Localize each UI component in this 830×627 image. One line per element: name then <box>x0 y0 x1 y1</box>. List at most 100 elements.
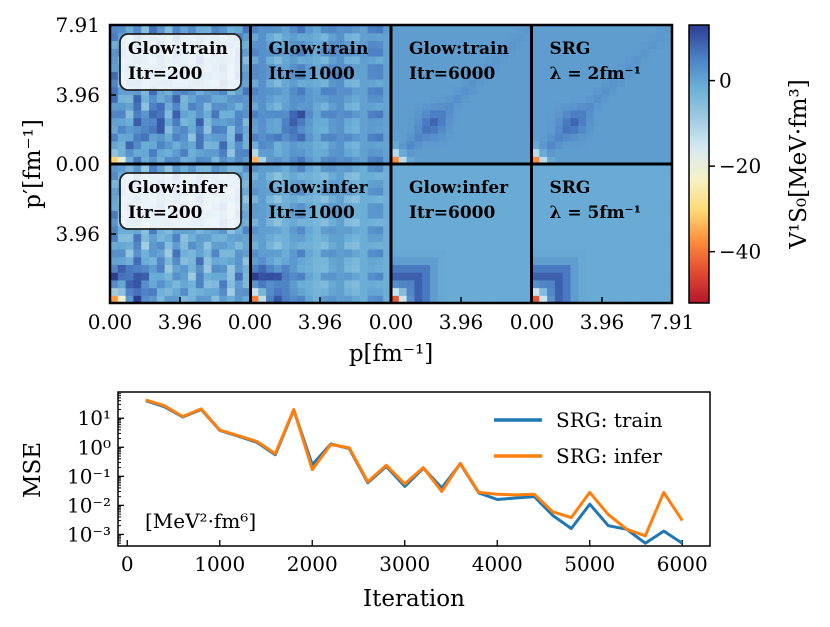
heatmap-cell <box>180 133 189 142</box>
heatmap-cell <box>648 102 657 111</box>
heatmap-cell <box>281 156 291 165</box>
heatmap-cell <box>234 94 244 103</box>
heatmap-cell <box>484 295 494 304</box>
heatmap-cell <box>141 156 150 165</box>
heatmap-cell <box>476 25 486 34</box>
heatmap-cell <box>375 264 384 273</box>
heatmap-cell <box>320 295 330 304</box>
heatmap-cell <box>625 102 634 111</box>
heatmap-cell <box>266 156 275 165</box>
heatmap-cell <box>383 32 392 42</box>
heatmap-cell <box>476 86 486 96</box>
heatmap-cell <box>601 86 611 96</box>
heatmap-cell <box>554 264 564 273</box>
heatmap-cell <box>469 287 478 296</box>
heatmap-cell <box>289 148 298 157</box>
heatmap-cell <box>625 187 634 196</box>
heatmap-cell <box>562 48 572 57</box>
heatmap-cell <box>359 148 369 157</box>
heatmap-cell <box>414 202 423 211</box>
heatmap-cell <box>664 125 673 134</box>
heatmap-cell <box>227 102 236 111</box>
heatmap-cell <box>601 295 611 304</box>
heatmap-cell <box>453 171 462 181</box>
heatmap-cell <box>430 125 439 134</box>
heatmap-cell <box>289 140 298 150</box>
heatmap-cell <box>312 71 322 80</box>
heatmap-cell <box>625 55 634 65</box>
heatmap-cell <box>312 109 322 119</box>
heatmap-cell <box>297 264 306 273</box>
heatmap-cell <box>586 187 595 196</box>
heatmap-cell <box>640 79 650 88</box>
heatmap-cell <box>297 79 306 88</box>
heatmap-cell <box>117 109 127 119</box>
heatmap-cell <box>414 109 423 119</box>
heatmap-cell <box>289 40 298 49</box>
heatmap-cell <box>492 202 501 211</box>
heatmap-cell <box>445 194 455 204</box>
heatmap-cell <box>242 256 252 265</box>
heatmap-cell <box>383 148 392 157</box>
heatmap-cell <box>484 287 494 296</box>
heatmap-cell <box>609 279 618 289</box>
heatmap-cell <box>266 102 275 111</box>
heatmap-cell <box>430 179 439 188</box>
heatmap-cell <box>461 225 470 235</box>
heatmap-cell <box>258 171 267 181</box>
heatmap-cell <box>258 272 267 281</box>
heatmap-cell <box>242 210 252 219</box>
heatmap-cell <box>547 109 556 119</box>
heatmap-cell <box>367 210 376 219</box>
heatmap-cell <box>305 94 314 103</box>
mse-lines <box>145 398 684 545</box>
heatmap-cell <box>219 102 228 111</box>
heatmap-cell <box>476 233 486 242</box>
heatmap-cell <box>336 164 345 173</box>
heatmap-cell <box>625 117 634 126</box>
heatmap-cell <box>484 148 494 157</box>
heatmap-cell <box>422 79 431 88</box>
heatmap-cell <box>469 187 478 196</box>
heatmap-cell <box>422 86 431 96</box>
heatmap-cell <box>250 156 259 165</box>
heatmap-cell <box>593 187 603 196</box>
heatmap-cell <box>554 194 564 204</box>
heatmap-cell <box>180 287 189 296</box>
heatmap-cell <box>586 225 595 235</box>
heatmap-cell <box>484 187 494 196</box>
heatmap-cell <box>391 233 400 242</box>
heatmap-cell <box>383 272 392 281</box>
heatmap-cell <box>312 179 322 188</box>
heatmap-cell <box>664 272 673 281</box>
heatmap-cell <box>523 287 533 296</box>
heatmap-cell <box>297 148 306 157</box>
heatmap-cell <box>578 71 587 80</box>
heatmap-cell <box>570 148 579 157</box>
heatmap-cell <box>445 133 455 142</box>
heatmap-cell <box>211 125 220 134</box>
heatmap-cell <box>554 164 564 173</box>
heatmap-cell <box>570 25 579 34</box>
heatmap-cell <box>391 109 400 119</box>
heatmap-cell <box>531 102 540 111</box>
heatmap-cell <box>266 295 275 304</box>
heatmap-cell <box>430 248 439 258</box>
heatmap-x-tick-2: 0.00 <box>228 310 273 334</box>
heatmap-cell <box>164 133 174 142</box>
heatmap-cell <box>258 125 267 134</box>
heatmap-cell <box>461 25 470 34</box>
heatmap-cell <box>266 48 275 57</box>
heatmap-cell <box>312 233 322 242</box>
heatmap-cell <box>586 125 595 134</box>
heatmap-cell <box>359 140 369 150</box>
heatmap-cell <box>188 295 197 304</box>
heatmap-cell <box>351 202 361 211</box>
heatmap-cell <box>492 194 501 204</box>
heatmap-cell <box>258 287 267 296</box>
heatmap-cell <box>601 179 611 188</box>
heatmap-cell <box>391 40 400 49</box>
heatmap-cell <box>539 148 548 157</box>
heatmap-cell <box>586 117 595 126</box>
heatmap-cell <box>133 125 142 134</box>
